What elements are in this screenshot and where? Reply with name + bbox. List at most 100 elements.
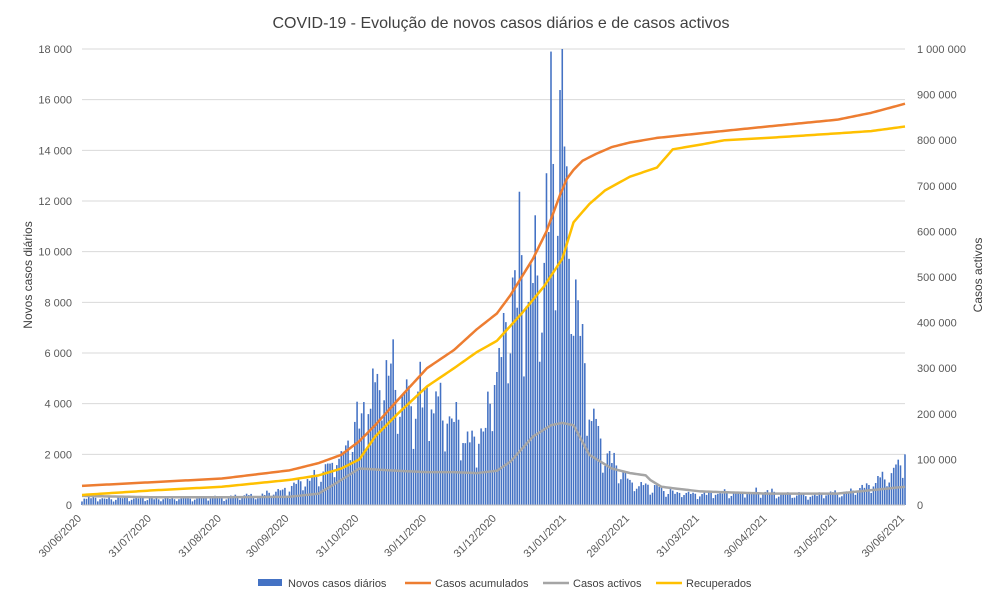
bar	[525, 306, 527, 505]
bar	[257, 498, 259, 505]
y-left-tick-label: 18 000	[38, 44, 72, 56]
bar	[777, 496, 780, 505]
bar	[805, 496, 807, 505]
bar	[299, 481, 302, 505]
bar	[250, 493, 252, 505]
bar	[527, 301, 530, 505]
bar	[144, 501, 146, 505]
bar	[568, 258, 570, 505]
bar	[493, 385, 496, 505]
bar	[272, 494, 275, 505]
bar	[261, 493, 264, 505]
bar	[157, 499, 160, 505]
bar	[221, 496, 223, 505]
x-tick-label: 28/02/2021	[585, 513, 632, 560]
bar	[214, 495, 216, 505]
bar	[829, 491, 832, 505]
bar	[101, 498, 104, 505]
bar	[392, 339, 394, 505]
bar	[198, 497, 201, 505]
bar	[581, 324, 584, 505]
bar	[193, 499, 196, 505]
bar	[218, 496, 221, 505]
bar	[369, 408, 372, 505]
bar	[385, 360, 388, 505]
bar	[899, 465, 902, 505]
bar	[182, 496, 185, 505]
bar	[841, 496, 843, 505]
bar	[518, 191, 521, 506]
bar	[444, 451, 446, 505]
legend-label: Casos activos	[573, 578, 642, 590]
bar	[694, 493, 697, 505]
bar	[426, 386, 428, 505]
bar	[759, 497, 762, 505]
bar	[414, 418, 417, 505]
bar	[358, 428, 361, 505]
bar	[705, 494, 708, 505]
bar	[753, 492, 755, 505]
bar	[439, 382, 442, 505]
bar	[453, 421, 455, 505]
bar	[381, 420, 383, 505]
bar	[886, 486, 888, 505]
bar	[92, 496, 95, 505]
bar	[529, 262, 532, 505]
bar	[108, 496, 110, 505]
bar	[460, 460, 462, 505]
bar	[390, 363, 392, 505]
bar	[126, 498, 128, 505]
bar	[629, 479, 631, 505]
bar	[714, 494, 717, 505]
bar	[656, 483, 658, 505]
bar	[200, 497, 203, 505]
bar	[838, 497, 841, 505]
bar	[349, 460, 352, 505]
bar	[757, 493, 760, 505]
bar	[721, 493, 724, 505]
bar	[106, 498, 108, 505]
bar	[498, 347, 500, 505]
bar	[297, 477, 300, 505]
bar	[171, 497, 173, 505]
bar	[746, 493, 748, 505]
bar	[124, 497, 126, 505]
bar	[405, 379, 408, 505]
bar	[302, 490, 304, 505]
x-tick-label: 31/10/2020	[314, 513, 361, 560]
bar	[487, 391, 489, 505]
bar	[604, 465, 606, 505]
bar	[496, 371, 498, 505]
bar	[259, 496, 261, 505]
y-right-tick-label: 1 000 000	[917, 44, 966, 56]
bar	[142, 497, 144, 505]
bar	[590, 421, 593, 505]
bar	[565, 166, 568, 505]
bar	[678, 492, 681, 505]
bar	[507, 383, 509, 505]
bar	[545, 173, 548, 506]
bar	[520, 255, 523, 505]
bar	[577, 300, 579, 505]
bar	[478, 443, 480, 505]
bar	[597, 425, 600, 505]
bar	[865, 483, 868, 505]
bar	[378, 390, 381, 505]
bar	[660, 487, 663, 505]
bar	[419, 361, 421, 505]
bar	[326, 463, 329, 505]
bar	[775, 498, 778, 505]
chart-title: COVID-19 - Evolução de novos casos diári…	[272, 15, 729, 32]
bar	[611, 463, 613, 505]
bar	[766, 490, 769, 505]
bar	[239, 499, 241, 505]
bar	[856, 492, 859, 505]
bar	[807, 499, 809, 505]
x-tick-label: 31/07/2020	[107, 513, 154, 560]
bar	[455, 402, 458, 505]
bar	[516, 307, 518, 505]
bar	[90, 498, 92, 505]
bar	[793, 497, 796, 505]
bar	[164, 497, 167, 505]
y-right-tick-label: 900 000	[917, 90, 957, 102]
